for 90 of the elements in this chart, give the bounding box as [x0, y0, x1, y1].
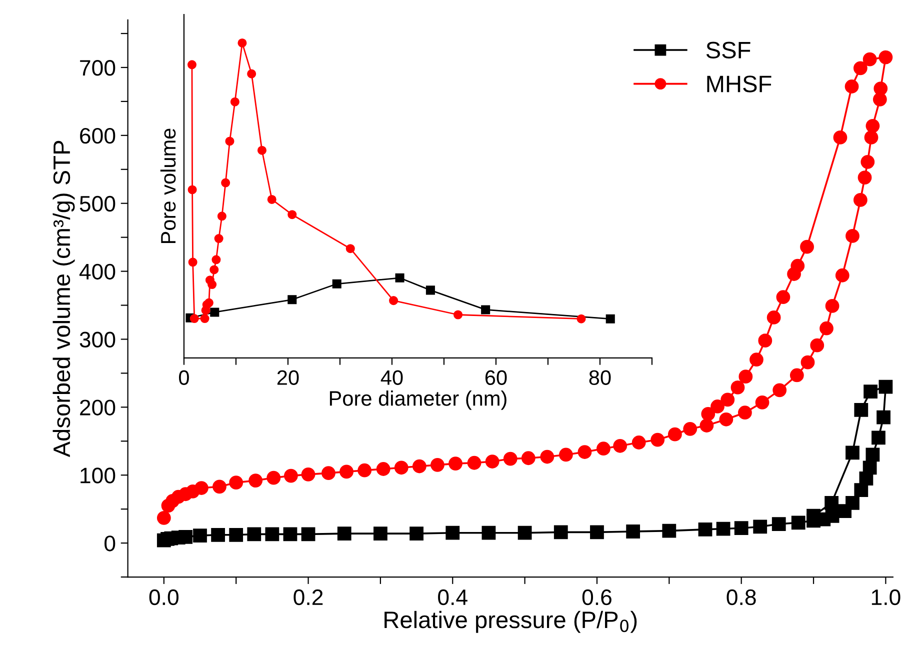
point [518, 526, 532, 540]
point [267, 194, 276, 204]
x-tick-label: 0.2 [294, 589, 323, 606]
point [288, 210, 297, 220]
point [753, 520, 768, 534]
point [662, 524, 676, 538]
point [332, 279, 342, 288]
point [554, 525, 568, 540]
point [854, 483, 868, 497]
y-tick-label: 500 [80, 196, 116, 212]
point [190, 314, 199, 324]
point [876, 410, 890, 424]
x-tick-label: 0.8 [726, 589, 756, 606]
point [210, 308, 220, 317]
point [716, 522, 730, 536]
y-tick-label: 600 [80, 128, 116, 144]
point [283, 527, 298, 542]
point [481, 305, 490, 314]
point [854, 402, 868, 417]
point [221, 178, 230, 188]
point [214, 234, 224, 244]
point [426, 286, 435, 295]
x-tick-label: 40 [380, 370, 403, 386]
point [878, 380, 893, 394]
y-tick-label: 400 [79, 264, 116, 280]
x-tick-label: 0 [178, 370, 189, 386]
point [225, 136, 234, 146]
point [212, 255, 221, 264]
point [288, 295, 297, 304]
point [734, 521, 748, 536]
point [446, 526, 460, 540]
point [791, 516, 806, 530]
y-tick-label: 300 [80, 332, 116, 348]
point [389, 296, 398, 306]
x-tick-label: 60 [485, 370, 507, 386]
point [866, 448, 880, 462]
x-tick-label: 0.6 [582, 589, 612, 606]
x-tick-label: 1.0 [872, 589, 900, 606]
point [374, 526, 388, 540]
point [265, 527, 280, 542]
y-tick-label: 0 [104, 536, 116, 552]
point [210, 265, 219, 274]
point [824, 496, 839, 510]
point [229, 528, 244, 542]
point [193, 528, 207, 543]
x-axis-title: Relative pressure (P/P$_{0}$) [384, 610, 637, 633]
point [395, 273, 404, 282]
point [188, 258, 198, 267]
point [337, 526, 352, 540]
point [862, 460, 877, 475]
point [846, 446, 860, 460]
point [846, 496, 860, 510]
point [626, 524, 640, 538]
point [211, 528, 225, 542]
x-tick-label: 80 [589, 370, 611, 386]
x-tick-label: 0.0 [149, 589, 178, 606]
point [872, 430, 886, 445]
point [453, 310, 463, 320]
point [606, 314, 615, 324]
legend-label: SSF [706, 42, 750, 59]
point [200, 314, 210, 324]
x-tick-label: 20 [277, 370, 299, 386]
point [410, 526, 424, 540]
point [301, 527, 316, 542]
point [247, 69, 256, 78]
point [576, 314, 586, 324]
point [217, 212, 226, 221]
point [238, 38, 247, 48]
point [864, 384, 878, 398]
x-tick-label: 0.4 [438, 589, 468, 606]
point [346, 244, 355, 254]
point [772, 517, 786, 531]
point [806, 508, 820, 523]
point [257, 146, 266, 155]
y-tick-label: 200 [80, 400, 116, 416]
y-tick-label: 700 [80, 60, 116, 76]
point [247, 527, 262, 542]
legend-label: MHSF [707, 76, 772, 92]
point [187, 60, 196, 70]
point [482, 526, 496, 540]
x-axis-title: Pore diameter (nm) [330, 390, 506, 410]
y-tick-label: 100 [80, 468, 116, 484]
point [188, 185, 197, 194]
point [178, 530, 193, 544]
y-axis-title: Pore volume [160, 128, 176, 244]
point [230, 97, 240, 106]
y-axis-title: Adsorbed volume (cm³/g) STP [52, 140, 75, 458]
point [698, 522, 712, 536]
point [590, 525, 604, 540]
point [208, 280, 217, 290]
